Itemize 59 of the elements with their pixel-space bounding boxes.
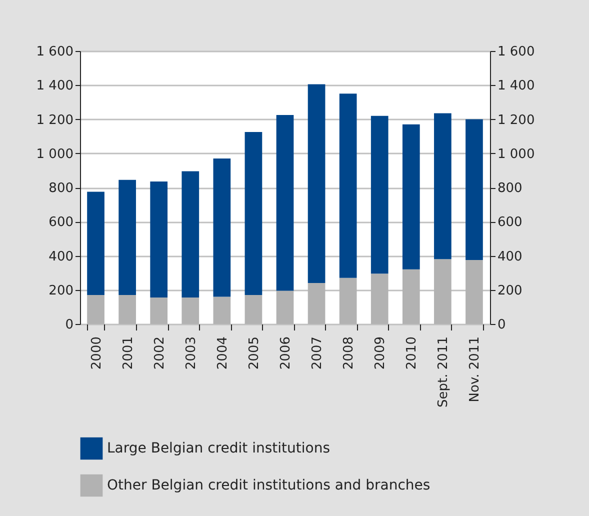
bar bbox=[402, 124, 420, 270]
bar bbox=[87, 192, 104, 295]
y2-tick-label: 800 bbox=[498, 181, 522, 196]
bar bbox=[339, 278, 357, 324]
bar bbox=[339, 94, 357, 278]
x-tick-label: 2009 bbox=[373, 336, 388, 370]
y2-tick-label: 400 bbox=[498, 249, 522, 264]
y2-tick-label: 600 bbox=[498, 215, 522, 230]
y-tick-label: 400 bbox=[48, 249, 74, 264]
bar bbox=[213, 296, 231, 324]
bar bbox=[182, 171, 200, 298]
bar bbox=[150, 298, 168, 324]
x-tick-label: 2002 bbox=[152, 336, 168, 370]
bar bbox=[434, 113, 452, 260]
y-tick-label: 1 200 bbox=[36, 112, 74, 128]
x-tick-label: Nov. 2011 bbox=[468, 336, 483, 402]
y2-tick-label: 200 bbox=[498, 283, 522, 298]
bar bbox=[402, 269, 420, 324]
bar bbox=[182, 298, 200, 324]
x-tick-label: 2010 bbox=[404, 336, 420, 370]
bar bbox=[308, 283, 326, 324]
bar bbox=[213, 158, 231, 297]
bar bbox=[276, 114, 294, 291]
y-tick-label: 0 bbox=[65, 318, 74, 332]
x-tick-label: 2003 bbox=[184, 336, 199, 370]
y-tick-label: 1 400 bbox=[36, 78, 74, 94]
bar bbox=[308, 84, 326, 284]
bar bbox=[370, 116, 388, 274]
x-tick-label: 2006 bbox=[278, 336, 294, 370]
y-tick-label: 600 bbox=[48, 215, 74, 230]
x-tick-label: 2001 bbox=[120, 336, 136, 370]
y2-tick-label: 1 000 bbox=[498, 146, 535, 162]
bar bbox=[276, 290, 294, 324]
bar bbox=[370, 274, 388, 324]
y-tick-label: 800 bbox=[48, 181, 74, 196]
y2-tick-label: 1 400 bbox=[498, 78, 535, 94]
x-tick-label: 2004 bbox=[215, 336, 230, 370]
bar bbox=[466, 260, 483, 324]
bar bbox=[118, 180, 136, 295]
y2-tick-label: 1 200 bbox=[498, 112, 535, 128]
x-tick-label: 2007 bbox=[310, 336, 326, 370]
bar bbox=[244, 132, 262, 295]
x-tick-label: Sept. 2011 bbox=[436, 336, 452, 408]
bar bbox=[118, 294, 136, 324]
bar bbox=[150, 182, 168, 298]
y2-tick-label: 1 600 bbox=[498, 44, 535, 60]
x-tick-label: 2005 bbox=[246, 336, 262, 370]
bar bbox=[434, 259, 452, 324]
y-tick-label: 200 bbox=[48, 283, 74, 298]
bar bbox=[466, 119, 483, 260]
bar bbox=[244, 294, 262, 324]
y-tick-label: 1 000 bbox=[36, 146, 74, 162]
y-tick-label: 1 600 bbox=[36, 44, 74, 60]
bar bbox=[87, 294, 104, 324]
x-tick-label: 2008 bbox=[342, 336, 357, 370]
legend-label: Large Belgian credit institutions bbox=[107, 440, 330, 456]
x-tick-label: 2000 bbox=[89, 336, 104, 370]
y2-tick-label: 0 bbox=[498, 318, 506, 332]
legend-label: Other Belgian credit institutions and branches bbox=[107, 478, 430, 494]
